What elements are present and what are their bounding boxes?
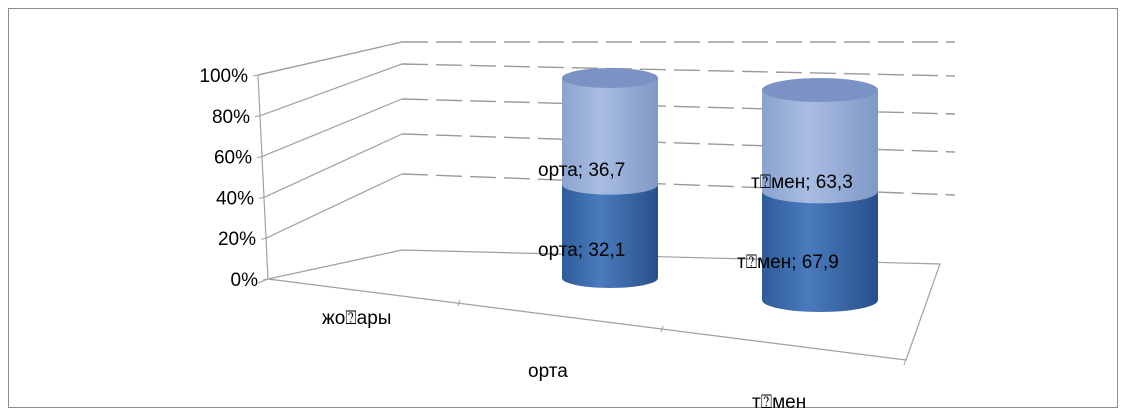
x-tick <box>457 299 461 307</box>
cylinder-cap <box>762 78 878 102</box>
data-label: орта; 32,1 <box>538 240 625 261</box>
x-tick <box>660 325 664 333</box>
gridline-side <box>261 98 403 158</box>
y-tick-label: 20% <box>218 229 256 250</box>
y-tick-label: 100% <box>199 66 248 87</box>
cylinder-segment <box>562 78 658 195</box>
y-tick <box>254 115 261 118</box>
gridline-side <box>265 173 403 239</box>
cylinder-segment <box>762 191 878 312</box>
cylinder-segment <box>762 90 878 204</box>
y-tick <box>262 278 269 281</box>
gridline <box>401 63 956 77</box>
data-label: т⍰мен; 63,3 <box>751 172 853 193</box>
y-tick-label: 80% <box>212 107 250 128</box>
y-tick <box>258 196 265 199</box>
y-tick-label: 60% <box>214 148 252 169</box>
y-tick <box>260 237 267 240</box>
cylinder-segment <box>562 184 658 288</box>
x-tick <box>903 358 907 366</box>
gridline-side <box>259 63 403 117</box>
y-tick-label: 0% <box>231 270 259 291</box>
gridline-side <box>263 133 403 198</box>
y-tick <box>252 74 259 77</box>
cylinder-cap <box>562 68 658 88</box>
data-labels: орта; 32,1 орта; 36,7 т⍰мен; 67,9 т⍰мен; 63… <box>538 160 853 273</box>
x-category-label: жо⍰ары <box>322 308 391 329</box>
x-axis: жо⍰ары орта т⍰мен <box>322 299 907 413</box>
data-label: орта; 36,7 <box>538 160 625 181</box>
y-axis: 0% 20% 40% 60% 80% 100% <box>199 66 269 291</box>
bar-series <box>562 68 878 312</box>
x-category-label: т⍰мен <box>752 392 806 413</box>
back-wall <box>257 41 403 280</box>
gridline-side <box>257 41 403 76</box>
data-label: т⍰мен; 67,9 <box>737 252 839 273</box>
y-tick-label: 40% <box>216 188 254 209</box>
x-category-label: орта <box>528 361 568 382</box>
y-tick <box>256 156 263 159</box>
